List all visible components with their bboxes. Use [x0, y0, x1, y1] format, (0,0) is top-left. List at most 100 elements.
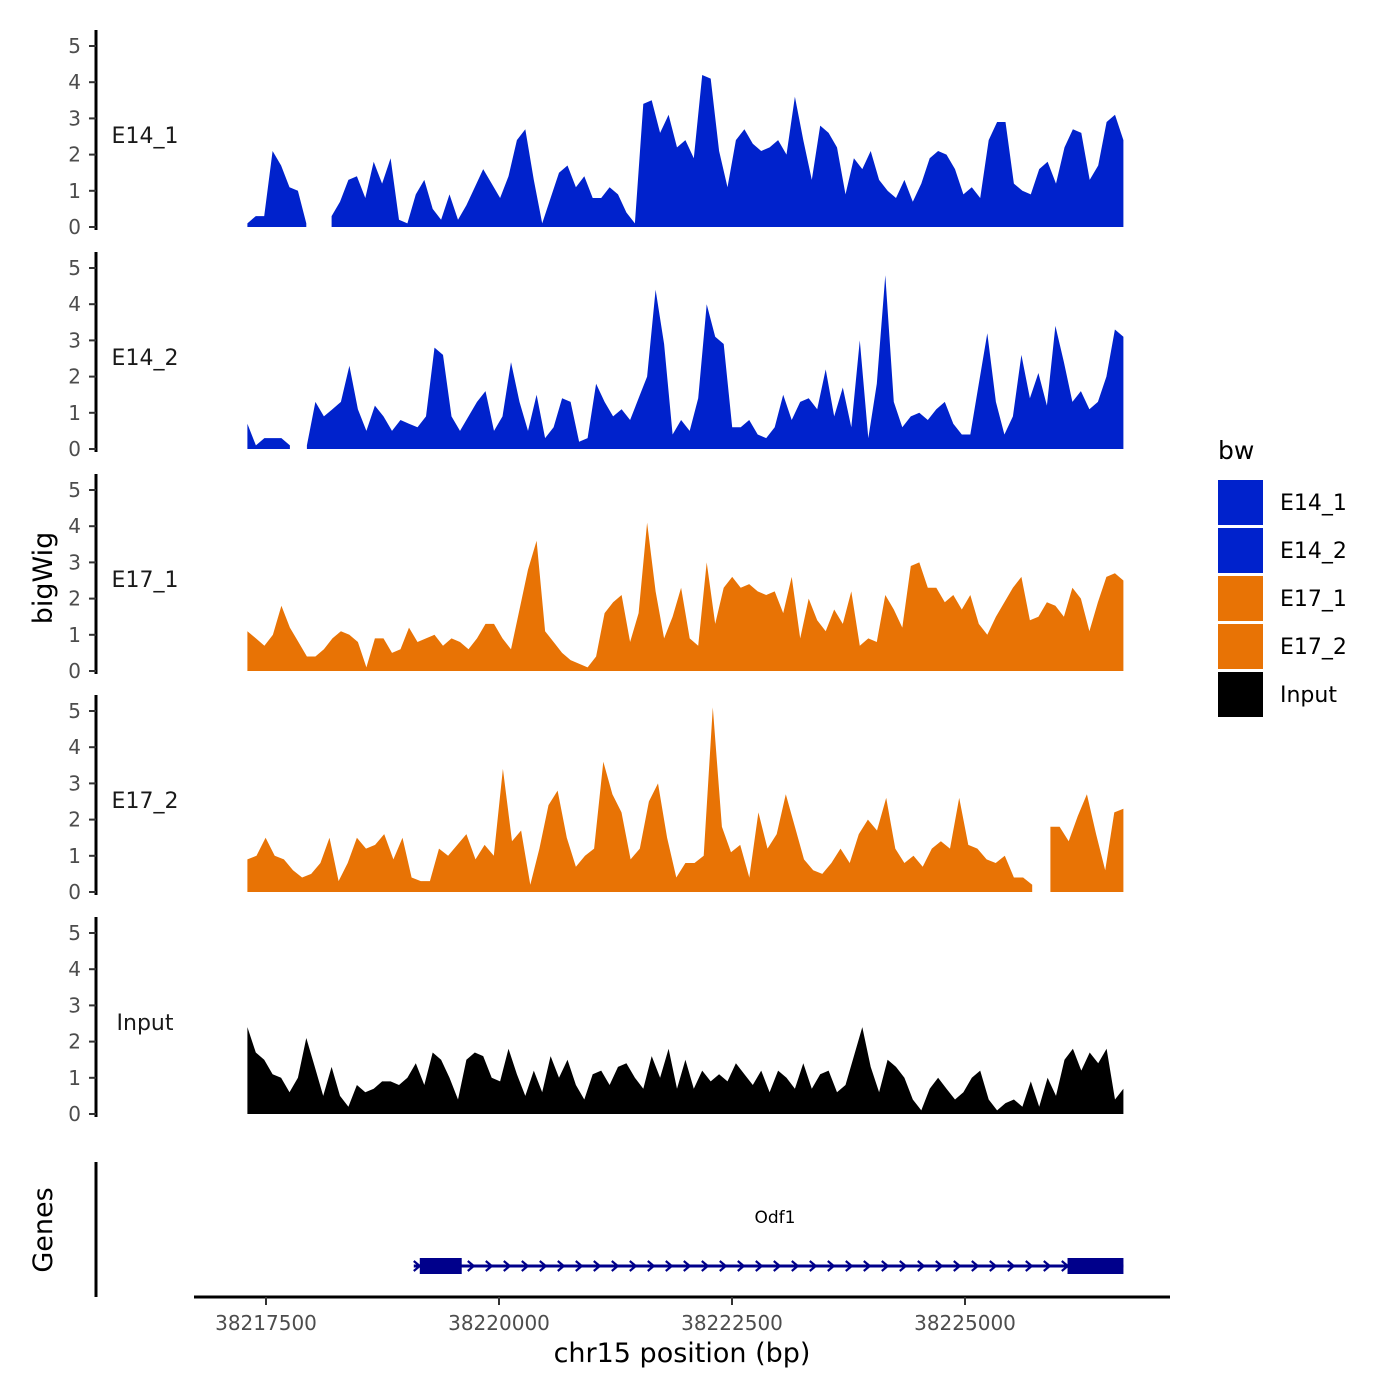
legend-key-Input — [1218, 672, 1263, 717]
legend-items: E14_1 E14_2 E17_1 E17_2 Input — [1218, 480, 1347, 717]
genes-track-label: Genes — [28, 1187, 59, 1272]
track-E14_1: 0 1 2 3 4 5 E14_1 — [68, 30, 1124, 239]
strand-arrow — [1043, 1260, 1052, 1272]
y-tick-label-Input-5: 5 — [68, 921, 81, 945]
strand-arrow — [971, 1260, 980, 1272]
track-label-Input: Input — [117, 1011, 174, 1036]
coverage-area-E14_2 — [247, 275, 1124, 449]
y-tick-label-E14_2-3: 3 — [68, 328, 81, 352]
y-tick-label-E14_1-1: 1 — [68, 179, 81, 203]
strand-arrow — [683, 1260, 692, 1272]
gene-exon-2 — [1067, 1258, 1124, 1274]
track-label-E14_2: E14_2 — [112, 346, 179, 371]
legend-label-Input: Input — [1280, 683, 1337, 708]
strand-arrow — [953, 1260, 962, 1272]
y-tick-label-Input-3: 3 — [68, 993, 81, 1017]
y-tick-label-Input-0: 0 — [68, 1102, 81, 1126]
strand-arrow — [1007, 1260, 1016, 1272]
strand-arrow — [575, 1260, 584, 1272]
legend: bw E14_1 E14_2 E17_1 E17_2 Input — [1218, 436, 1347, 717]
y-tick-label-E17_2-5: 5 — [68, 699, 81, 723]
gene-exon-1 — [419, 1258, 462, 1274]
strand-arrow — [845, 1260, 854, 1272]
y-tick-label-E17_2-2: 2 — [68, 808, 81, 832]
legend-key-E17_2 — [1218, 624, 1263, 669]
y-tick-label-E14_1-0: 0 — [68, 215, 81, 239]
strand-arrow — [539, 1260, 548, 1272]
legend-label-E14_1: E14_1 — [1280, 491, 1347, 516]
y-tick-label-E17_2-0: 0 — [68, 880, 81, 904]
strand-arrow — [557, 1260, 566, 1272]
y-tick-label-Input-1: 1 — [68, 1066, 81, 1090]
strand-arrow — [665, 1260, 674, 1272]
x-axis-ticks: 38217500 38220000 38222500 38225000 — [215, 1297, 1016, 1335]
y-tick-label-E14_2-5: 5 — [68, 256, 81, 280]
legend-key-E14_2 — [1218, 528, 1263, 573]
coverage-area-E17_2 — [247, 707, 1124, 892]
strand-arrow — [611, 1260, 620, 1272]
strand-arrow — [647, 1260, 656, 1272]
y-tick-label-Input-2: 2 — [68, 1030, 81, 1054]
strand-arrow — [755, 1260, 764, 1272]
track-E14_2: 0 1 2 3 4 5 E14_2 — [68, 252, 1124, 461]
track-label-E14_1: E14_1 — [112, 124, 179, 149]
strand-arrow — [629, 1260, 638, 1272]
strand-arrow — [863, 1260, 872, 1272]
x-tick-label-38220000: 38220000 — [448, 1311, 550, 1335]
strand-arrow — [935, 1260, 944, 1272]
coverage-tracks: 0 1 2 3 4 5 E14_1 0 1 2 3 4 5 E14_2 0 1 2 3 4 5 E17_1 0 1 2 3 4 5 E… — [68, 30, 1124, 1126]
strand-arrow — [989, 1260, 998, 1272]
strand-arrow — [899, 1260, 908, 1272]
y-tick-label-E17_2-3: 3 — [68, 771, 81, 795]
strand-arrow — [881, 1260, 890, 1272]
strand-arrow — [737, 1260, 746, 1272]
strand-arrow — [719, 1260, 728, 1272]
y-tick-label-E17_1-5: 5 — [68, 478, 81, 502]
strand-arrow — [701, 1260, 710, 1272]
legend-label-E14_2: E14_2 — [1280, 539, 1347, 564]
strand-arrow — [917, 1260, 926, 1272]
strand-arrow — [503, 1260, 512, 1272]
track-E17_1: 0 1 2 3 4 5 E17_1 — [68, 474, 1124, 683]
y-tick-label-E14_1-4: 4 — [68, 70, 81, 94]
y-tick-label-E14_2-4: 4 — [68, 292, 81, 316]
strand-arrow — [827, 1260, 836, 1272]
strand-arrow — [521, 1260, 530, 1272]
strand-arrow — [1025, 1260, 1034, 1272]
y-axis-title: bigWig — [28, 532, 59, 625]
legend-key-E14_1 — [1218, 480, 1263, 525]
y-tick-label-E14_1-3: 3 — [68, 106, 81, 130]
strand-arrow — [809, 1260, 818, 1272]
y-tick-label-E17_1-2: 2 — [68, 587, 81, 611]
genes-panel: Genes Odf1 — [28, 1162, 1124, 1297]
gene-model — [413, 1258, 1124, 1274]
y-tick-label-E17_2-1: 1 — [68, 844, 81, 868]
y-tick-label-E17_1-4: 4 — [68, 514, 81, 538]
coverage-area-E17_1 — [247, 522, 1124, 671]
strand-arrow — [485, 1260, 494, 1272]
y-tick-label-E14_2-0: 0 — [68, 437, 81, 461]
strand-arrow — [467, 1260, 476, 1272]
y-tick-label-E17_1-0: 0 — [68, 659, 81, 683]
x-axis-title: chr15 position (bp) — [554, 1338, 811, 1369]
strand-arrow — [773, 1260, 782, 1272]
track-Input: 0 1 2 3 4 5 Input — [68, 917, 1124, 1126]
strand-arrow — [593, 1260, 602, 1272]
coverage-area-Input — [247, 1027, 1124, 1114]
strand-arrow — [791, 1260, 800, 1272]
y-tick-label-E14_1-5: 5 — [68, 34, 81, 58]
y-tick-label-Input-4: 4 — [68, 957, 81, 981]
y-tick-label-E17_2-4: 4 — [68, 735, 81, 759]
legend-label-E17_1: E17_1 — [1280, 587, 1347, 612]
x-axis: 38217500 38220000 38222500 38225000 chr15 p… — [194, 1295, 1170, 1369]
y-tick-label-E14_1-2: 2 — [68, 143, 81, 167]
y-tick-label-E17_1-1: 1 — [68, 623, 81, 647]
x-tick-label-38217500: 38217500 — [215, 1311, 317, 1335]
gene-name-label: Odf1 — [755, 1208, 796, 1228]
track-E17_2: 0 1 2 3 4 5 E17_2 — [68, 695, 1124, 904]
y-tick-label-E17_1-3: 3 — [68, 550, 81, 574]
track-label-E17_2: E17_2 — [112, 789, 179, 814]
legend-title: bw — [1218, 436, 1254, 465]
y-tick-label-E14_2-1: 1 — [68, 401, 81, 425]
